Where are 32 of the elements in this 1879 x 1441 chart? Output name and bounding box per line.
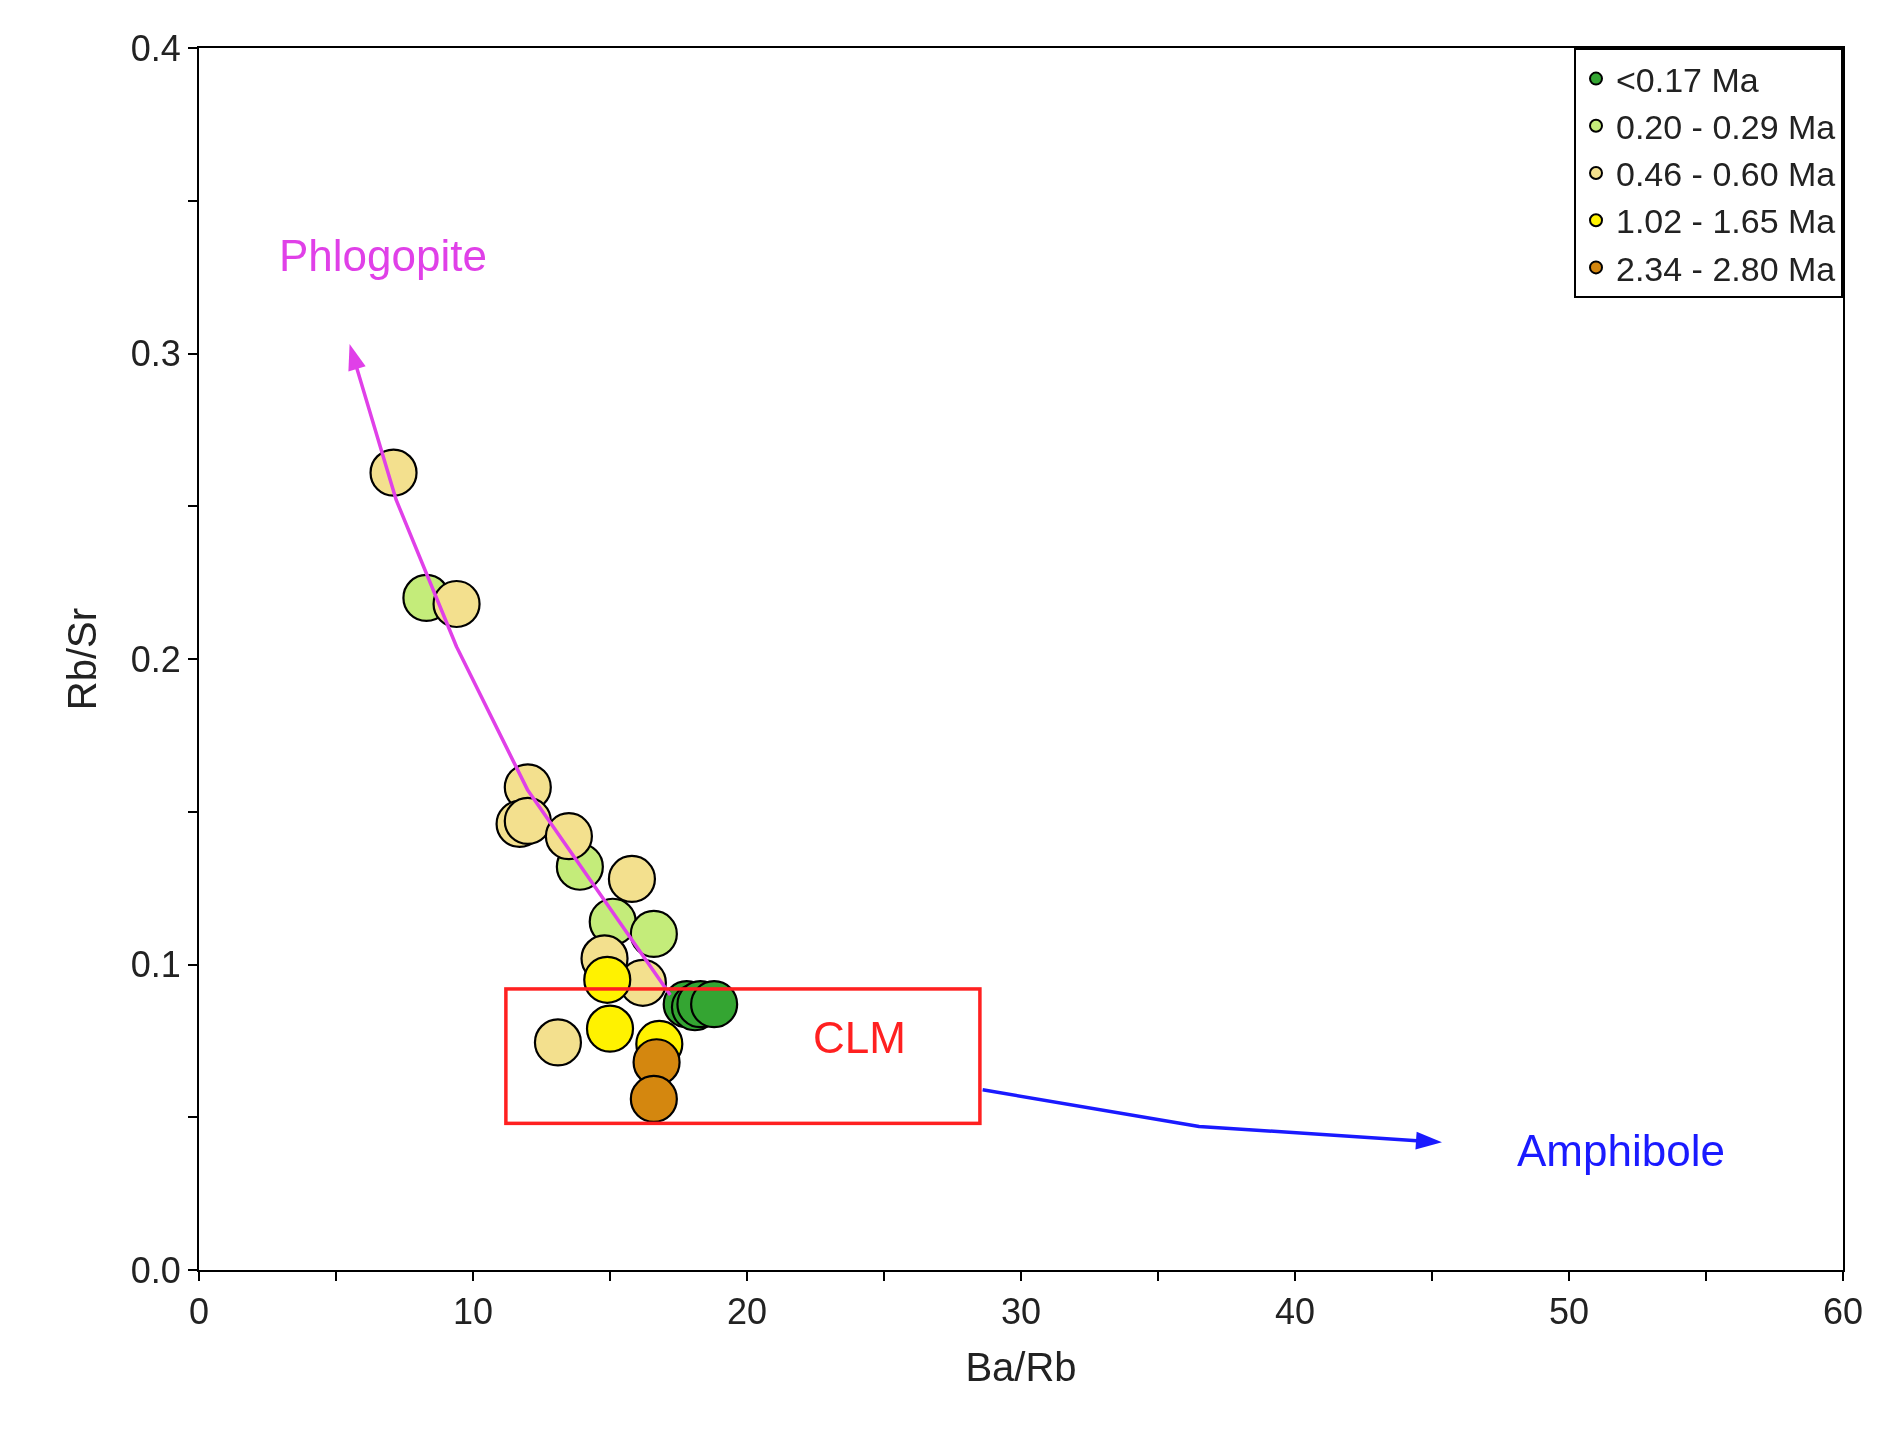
x-tick-label: 10: [452, 1291, 494, 1333]
point: [607, 854, 657, 904]
annotation: Phlogopite: [279, 231, 487, 280]
point: [369, 448, 418, 497]
point: [533, 1018, 583, 1067]
x-tick-label: 40: [1274, 1291, 1316, 1333]
legend-label: <0.17 Ma: [1616, 60, 1759, 99]
text: 0.0: [130, 1249, 181, 1291]
point: [629, 909, 678, 959]
y-tick-label: 0.3: [130, 333, 181, 375]
y-tick-label: 0.1: [130, 944, 181, 986]
point: [585, 1004, 635, 1053]
legend-label: 0.20 - 0.29 Ma: [1616, 108, 1836, 147]
annotation: Amphibole: [1517, 1126, 1725, 1175]
annotation: CLM: [813, 1013, 906, 1062]
point: [544, 812, 593, 861]
x-tick-label: 50: [1548, 1291, 1590, 1333]
x-axis-title: Ba/Rb: [965, 1345, 1077, 1390]
point: [503, 796, 552, 845]
legend-label: 1.02 - 1.65 Ma: [1616, 202, 1836, 241]
point: [629, 1074, 678, 1123]
legend-label: 0.46 - 0.60 Ma: [1616, 155, 1836, 194]
x-tick-label: 60: [1822, 1291, 1864, 1333]
point: [690, 980, 739, 1029]
x-tick-label: 30: [1000, 1291, 1042, 1333]
legend-label: 2.34 - 2.80 Ma: [1616, 249, 1836, 288]
x-tick-label: 0: [188, 1291, 210, 1333]
point: [432, 579, 481, 629]
y-tick-label: 0.2: [130, 638, 181, 680]
x-tick-label: 20: [726, 1291, 768, 1333]
y-tick-label: 0.4: [130, 27, 181, 69]
y-axis-title: Rb/Sr: [59, 607, 104, 711]
